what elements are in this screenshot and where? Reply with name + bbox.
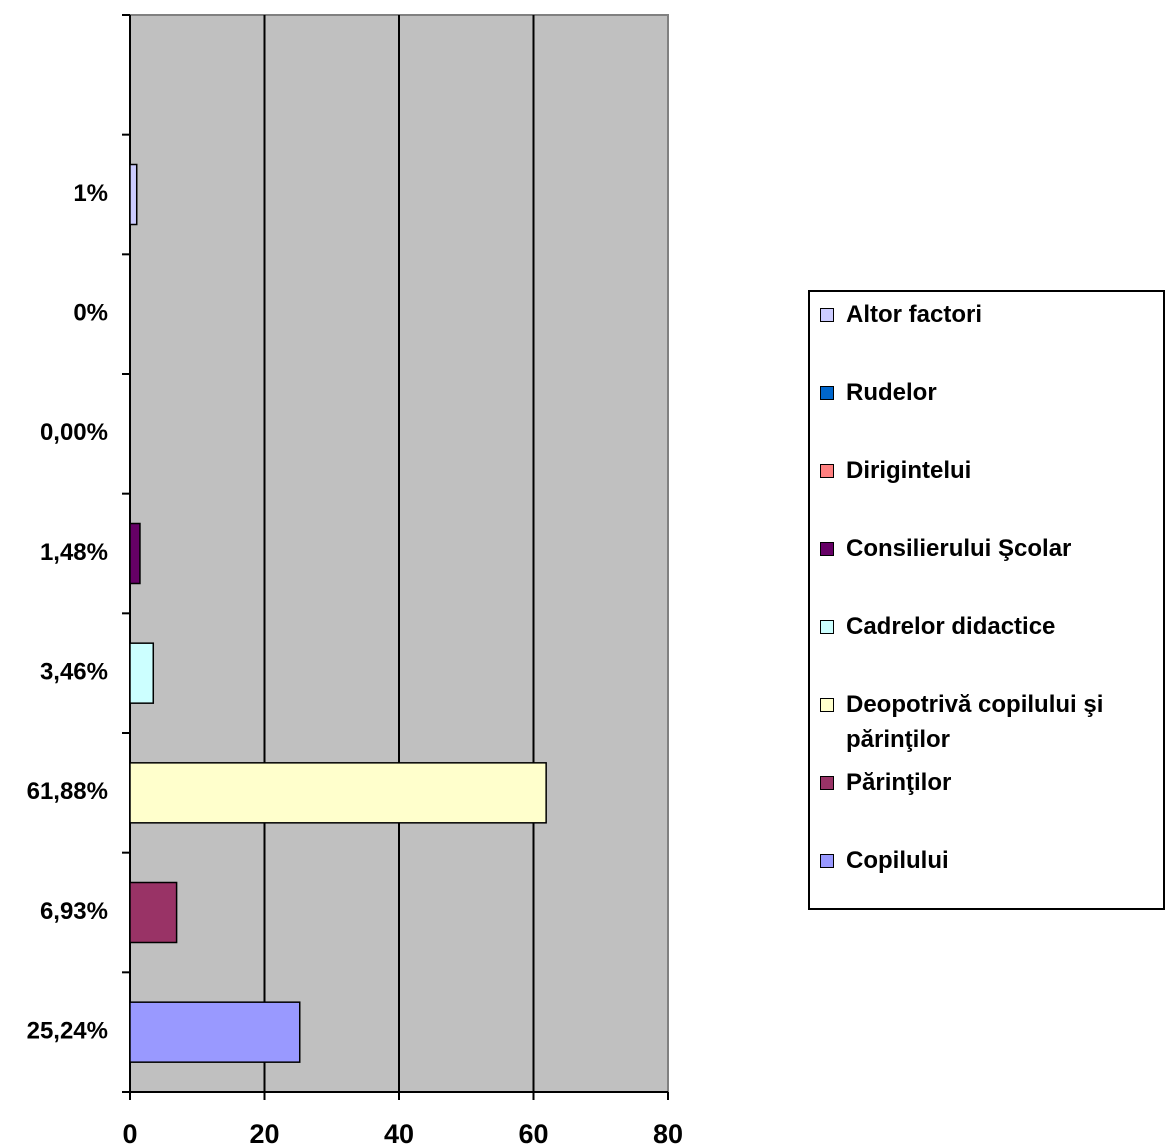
x-tick-label: 80 [653,1119,683,1147]
bar [129,522,141,585]
y-tick-label: 1,48% [40,539,108,566]
legend-swatch [820,854,834,868]
y-tick-label: 3,46% [40,659,108,686]
y-tick-label: 0% [73,300,108,327]
legend-label: Cadrelor didactice [846,613,1056,640]
x-tick-label: 40 [384,1119,414,1147]
legend-swatch [820,620,834,634]
legend-swatch [820,776,834,790]
legend-label: Altor factori [846,301,983,328]
bar [129,762,547,824]
y-tick-label: 1% [73,180,108,207]
legend-swatch [820,542,834,556]
y-tick-label: 61,88% [27,778,108,805]
bar [129,642,155,704]
bar [129,163,138,226]
legend-label: Consilierului Şcolar [846,535,1072,562]
y-tick-label: 25,24% [27,1018,108,1045]
x-tick-label: 20 [249,1119,279,1147]
y-tick-label: 0,00% [40,419,108,446]
legend-label: Deopotrivă copilului şi părinţilor [846,691,1104,753]
legend-label: Dirigintelui [846,457,972,484]
y-tick-label: 6,93% [40,898,108,925]
legend-swatch [820,698,834,712]
legend-swatch [820,464,834,478]
legend-label: Rudelor [846,379,937,406]
legend-label: Copilului [846,847,949,874]
x-tick-label: 0 [122,1119,137,1147]
legend-swatch [820,386,834,400]
legend: Altor factori Rudelor Dirigintelui Consilie… [808,290,1165,910]
legend-swatch [820,308,834,322]
bar [129,1001,301,1063]
x-tick-label: 60 [518,1119,548,1147]
bar [129,881,178,944]
legend-label: Părinţilor [846,769,952,796]
